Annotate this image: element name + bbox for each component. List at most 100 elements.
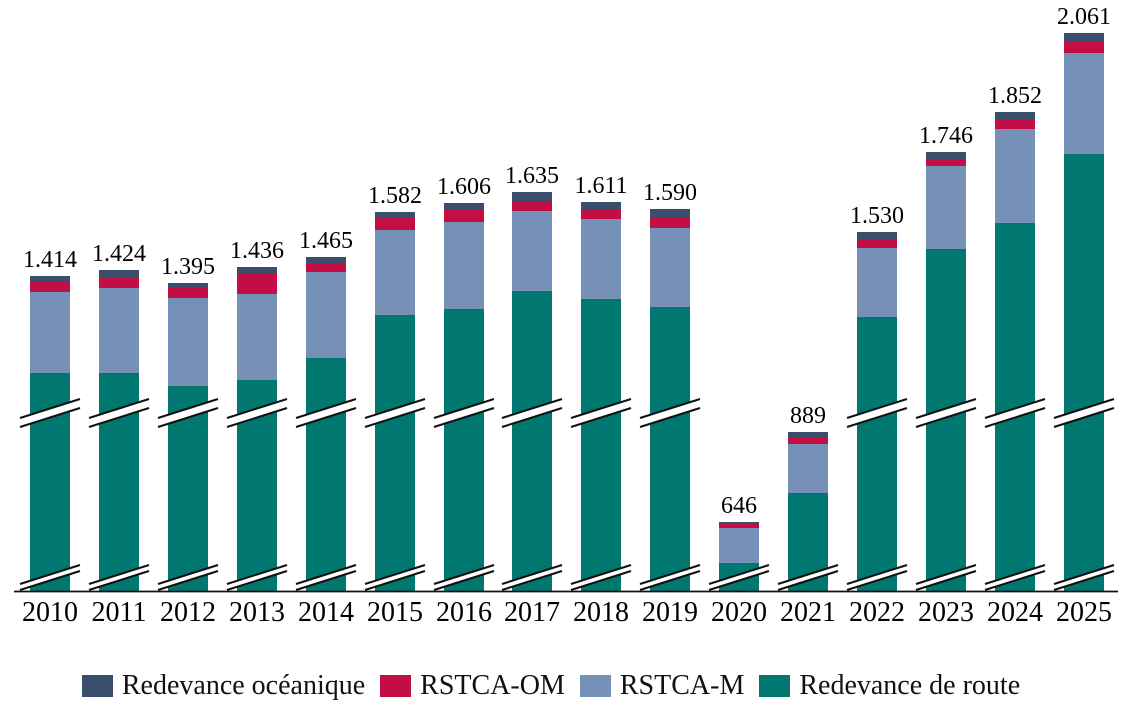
x-axis-year-label-2012: 2012 bbox=[160, 597, 216, 628]
bar-value-label-2022: 1.530 bbox=[850, 203, 904, 229]
upper-axis-break-2019-gap bbox=[640, 399, 700, 427]
lower-axis-break-2020-gap bbox=[709, 565, 769, 590]
lower-axis-break-2019-upper-line bbox=[639, 564, 701, 585]
lower-axis-break-2016-lower-line bbox=[433, 570, 495, 591]
bar-segment-redevance-de-route-2014 bbox=[306, 358, 346, 591]
upper-axis-break-2018-gap bbox=[571, 399, 631, 427]
chart-legend: Redevance océanique RSTCA-OM RSTCA-M Red… bbox=[0, 672, 1124, 700]
x-axis-year-label-2020: 2020 bbox=[711, 597, 767, 628]
bar-segment-rstca-om-2021 bbox=[788, 437, 828, 444]
bar-segment-rstca-m-2023 bbox=[926, 166, 966, 249]
upper-axis-break-2025-lower-line bbox=[1053, 407, 1115, 428]
upper-axis-break-2012-upper-line bbox=[157, 398, 219, 419]
legend-swatch-route-icon bbox=[759, 675, 791, 697]
bar-segment-rstca-m-2017 bbox=[512, 211, 552, 291]
upper-axis-break-2022-gap bbox=[847, 399, 907, 427]
bar-segment-rstca-m-2024 bbox=[995, 129, 1035, 223]
upper-axis-break-2025-gap bbox=[1054, 399, 1114, 427]
lower-axis-break-2010-lower-line bbox=[19, 570, 81, 591]
upper-axis-break-2024-lower-line bbox=[984, 407, 1046, 428]
upper-axis-break-2017-lower-line bbox=[501, 407, 563, 428]
legend-swatch-oceanique-icon bbox=[81, 675, 113, 697]
upper-axis-break-2015-lower-line bbox=[364, 407, 426, 428]
bar-value-label-2010: 1.414 bbox=[23, 247, 77, 273]
legend-label: Redevance de route bbox=[799, 670, 1021, 701]
bar-segment-rstca-m-2016 bbox=[444, 222, 484, 309]
bar-segment-redevance-oceanique-2012 bbox=[168, 283, 208, 288]
bar-segment-redevance-oceanique-2017 bbox=[512, 192, 552, 201]
bar-segment-redevance-oceanique-2022 bbox=[857, 232, 897, 239]
bar-value-label-2023: 1.746 bbox=[919, 123, 973, 149]
lower-axis-break-2015-upper-line bbox=[364, 564, 426, 585]
x-axis-year-label-2025: 2025 bbox=[1056, 597, 1112, 628]
x-axis-year-label-2010: 2010 bbox=[22, 597, 78, 628]
lower-axis-break-2013-lower-line bbox=[226, 570, 288, 591]
upper-axis-break-2012-gap bbox=[158, 399, 218, 427]
lower-axis-break-2018-gap bbox=[571, 565, 631, 590]
lower-axis-break-2023-lower-line bbox=[915, 570, 977, 591]
upper-axis-break-2019-lower-line bbox=[639, 407, 701, 428]
upper-axis-break-2013-upper-line bbox=[226, 398, 288, 419]
upper-axis-break-2018-lower-line bbox=[570, 407, 632, 428]
lower-axis-break-2021-gap bbox=[778, 565, 838, 590]
bar-segment-rstca-om-2011 bbox=[99, 277, 139, 288]
bar-value-label-2021: 889 bbox=[790, 403, 826, 429]
bar-segment-rstca-om-2016 bbox=[444, 210, 484, 222]
upper-axis-break-2024-upper-line bbox=[984, 398, 1046, 419]
lower-axis-break-2010-upper-line bbox=[19, 564, 81, 585]
bar-segment-redevance-oceanique-2013 bbox=[237, 267, 277, 273]
legend-item-redevance-de-route: Redevance de route bbox=[759, 672, 1020, 700]
lower-axis-break-2024-upper-line bbox=[984, 564, 1046, 585]
lower-axis-break-2017-gap bbox=[502, 565, 562, 590]
lower-axis-break-2018-lower-line bbox=[570, 570, 632, 591]
bar-segment-redevance-oceanique-2016 bbox=[444, 203, 484, 210]
upper-axis-break-2016-upper-line bbox=[433, 398, 495, 419]
bar-value-label-2016: 1.606 bbox=[437, 174, 491, 200]
bar-segment-redevance-de-route-2015 bbox=[375, 315, 415, 591]
bar-segment-redevance-oceanique-2021 bbox=[788, 432, 828, 437]
bar-value-label-2024: 1.852 bbox=[988, 83, 1042, 109]
lower-axis-break-2022-upper-line bbox=[846, 564, 908, 585]
upper-axis-break-2015-upper-line bbox=[364, 398, 426, 419]
upper-axis-break-2013-lower-line bbox=[226, 407, 288, 428]
lower-axis-break-2014-upper-line bbox=[295, 564, 357, 585]
bar-segment-redevance-oceanique-2024 bbox=[995, 112, 1035, 120]
lower-axis-break-2010-gap bbox=[20, 565, 80, 590]
x-axis-year-label-2014: 2014 bbox=[298, 597, 354, 628]
upper-axis-break-2012-lower-line bbox=[157, 407, 219, 428]
x-axis-year-label-2013: 2013 bbox=[229, 597, 285, 628]
bar-segment-rstca-om-2013 bbox=[237, 273, 277, 294]
lower-axis-break-2013-upper-line bbox=[226, 564, 288, 585]
bar-segment-rstca-om-2025 bbox=[1064, 42, 1104, 53]
bar-segment-redevance-de-route-2016 bbox=[444, 309, 484, 591]
bar-segment-rstca-m-2025 bbox=[1064, 53, 1104, 154]
upper-axis-break-2016-lower-line bbox=[433, 407, 495, 428]
lower-axis-break-2020-upper-line bbox=[708, 564, 770, 585]
bar-value-label-2018: 1.611 bbox=[574, 173, 627, 199]
bar-segment-rstca-om-2018 bbox=[581, 209, 621, 219]
bar-segment-rstca-m-2015 bbox=[375, 230, 415, 315]
x-axis-year-label-2023: 2023 bbox=[918, 597, 974, 628]
lower-axis-break-2017-lower-line bbox=[501, 570, 563, 591]
lower-axis-break-2022-gap bbox=[847, 565, 907, 590]
upper-axis-break-2023-gap bbox=[916, 399, 976, 427]
lower-axis-break-2022-lower-line bbox=[846, 570, 908, 591]
upper-axis-break-2025-upper-line bbox=[1053, 398, 1115, 419]
bar-segment-redevance-de-route-2018 bbox=[581, 299, 621, 591]
upper-axis-break-2024-gap bbox=[985, 399, 1045, 427]
bar-segment-rstca-m-2021 bbox=[788, 444, 828, 493]
lower-axis-break-2020-lower-line bbox=[708, 570, 770, 591]
x-axis-year-label-2021: 2021 bbox=[780, 597, 836, 628]
bar-segment-rstca-om-2019 bbox=[650, 217, 690, 228]
upper-axis-break-2019-upper-line bbox=[639, 398, 701, 419]
legend-item-rstca-m: RSTCA-M bbox=[579, 672, 744, 700]
lower-axis-break-2021-upper-line bbox=[777, 564, 839, 585]
legend-swatch-rstca-om-icon bbox=[380, 675, 412, 697]
bar-segment-rstca-m-2022 bbox=[857, 248, 897, 317]
lower-axis-break-2023-gap bbox=[916, 565, 976, 590]
lower-axis-break-2019-gap bbox=[640, 565, 700, 590]
lower-axis-break-2011-gap bbox=[89, 565, 149, 590]
bar-segment-rstca-m-2014 bbox=[306, 272, 346, 358]
upper-axis-break-2022-lower-line bbox=[846, 407, 908, 428]
lower-axis-break-2014-lower-line bbox=[295, 570, 357, 591]
